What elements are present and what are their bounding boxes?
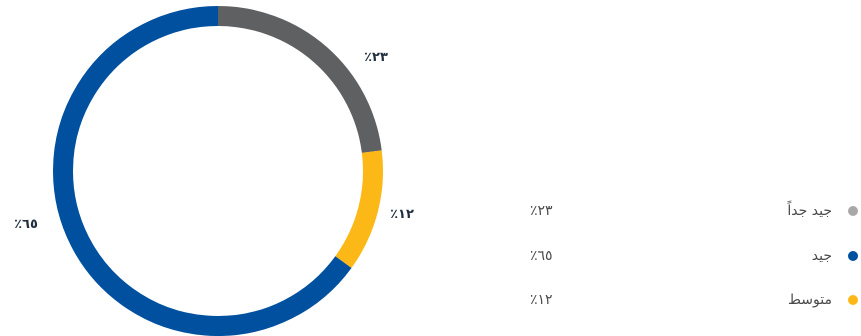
- donut-slice-average: [335, 150, 383, 268]
- donut-slice-very-good: [217, 6, 382, 153]
- slice-label-average: ٪١٢: [390, 207, 414, 222]
- slice-label-good: ٪٦٥: [14, 217, 38, 232]
- slice-label-very-good: ٪٢٣: [364, 50, 388, 65]
- donut-slice-good: [53, 6, 352, 336]
